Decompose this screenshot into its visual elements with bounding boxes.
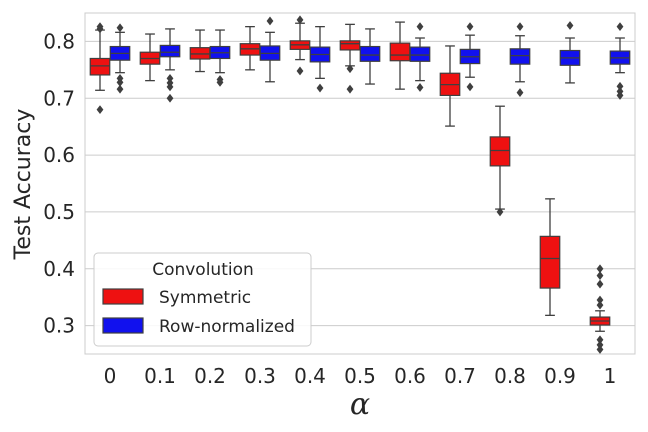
outlier-point [616,22,624,32]
box-iqr [389,42,411,62]
outlier-point [596,279,604,289]
box-symmetric-0.8 [489,105,511,217]
box-row-normalized-0 [109,23,131,94]
outlier-point [216,77,224,87]
y-tick-label-0.7: 0.7 [43,86,75,110]
x-tick-label-0.2: 0.2 [194,364,226,388]
x-axis-label: α [350,387,370,422]
outlier-point [596,345,604,354]
box-iqr [409,46,431,62]
box-symmetric-0.9 [539,198,561,317]
outlier-point [116,23,124,33]
x-tick-label-0.8: 0.8 [494,364,526,388]
legend-title: Convolution [152,260,254,280]
outlier-point [266,16,274,26]
box-iqr [489,136,511,167]
box-iqr [539,235,561,289]
outlier-point [596,335,604,345]
box-row-normalized-0.4 [309,25,331,93]
outlier-point [116,77,124,87]
outlier-point [596,264,604,274]
outlier-point [96,105,104,115]
y-axis-label: Test Accuracy [11,109,36,261]
x-tick-label-0.9: 0.9 [544,364,576,388]
outlier-point [596,271,604,280]
outlier-point [566,21,574,30]
outlier-point [596,300,604,310]
outlier-point [416,83,424,92]
outlier-point [616,90,624,100]
outlier-point [596,340,604,350]
box-symmetric-0.4 [289,15,311,76]
legend-swatch-row-normalized [102,317,144,334]
box-symmetric-0.7 [439,45,461,127]
legend: Convolution Symmetric Row-normalized [93,252,312,347]
x-tick-label-1: 1 [604,364,617,388]
outlier-point [346,64,354,74]
outlier-point [96,24,104,34]
box-symmetric-0.5 [339,23,361,94]
box-row-normalized-0.7 [459,22,481,92]
outlier-point [346,84,354,94]
outlier-point [416,22,424,32]
box-row-normalized-0.6 [409,22,431,92]
box-symmetric-0 [89,22,111,115]
legend-swatch-symmetric [102,288,144,305]
box-symmetric-0.1 [139,33,161,82]
outlier-point [466,82,474,92]
x-tick-label-0: 0 [104,364,117,388]
outlier-point [596,295,604,305]
plot-frame [84,12,636,355]
box-symmetric-0.3 [239,25,261,71]
y-tick-label-0.5: 0.5 [43,200,75,224]
box-row-normalized-0.1 [159,28,181,103]
outlier-point [616,81,624,91]
y-tick-label-0.3: 0.3 [43,314,75,338]
outlier-point [166,93,174,103]
legend-label-symmetric: Symmetric [159,288,251,308]
outlier-point [516,88,524,97]
box-symmetric-0.6 [389,21,411,90]
x-tick-label-0.4: 0.4 [294,364,326,388]
outlier-point [496,207,504,217]
box-iqr [359,45,381,62]
box-symmetric-0.2 [189,29,211,73]
box-iqr [89,57,111,76]
box-row-normalized-0.2 [209,29,231,87]
x-tick-label-0.5: 0.5 [344,364,376,388]
box-iqr [339,40,361,51]
outlier-point [116,84,124,94]
legend-label-row-normalized: Row-normalized [159,317,295,337]
y-tick-label-0.4: 0.4 [43,257,75,281]
legend-box [93,252,312,347]
outlier-point [316,83,324,93]
box-row-normalized-0.5 [359,28,381,85]
y-tick-label-0.6: 0.6 [43,143,75,167]
y-tick-label-0.8: 0.8 [43,29,75,53]
outlier-point [296,15,304,25]
x-tick-label-0.1: 0.1 [144,364,176,388]
box-symmetric-1 [589,264,611,354]
box-row-normalized-0.3 [259,16,281,83]
x-tick-label-0.7: 0.7 [444,364,476,388]
outlier-point [296,66,304,76]
box-iqr [509,48,531,65]
outlier-point [166,73,174,83]
outlier-point [516,22,524,32]
x-axis-ticks: 0 0.1 0.2 0.3 0.4 0.5 0.6 0.7 0.8 0.9 1 [104,364,617,388]
y-axis-ticks: 0.3 0.4 0.5 0.6 0.7 0.8 [43,29,75,337]
outlier-point [466,22,474,32]
box-iqr [159,44,181,58]
box-series [89,15,631,354]
box-row-normalized-0.9 [559,21,581,84]
outlier-point [166,82,174,92]
x-tick-label-0.6: 0.6 [394,364,426,388]
x-tick-label-0.3: 0.3 [244,364,276,388]
box-row-normalized-1 [609,22,631,100]
box-row-normalized-0.8 [509,22,531,97]
